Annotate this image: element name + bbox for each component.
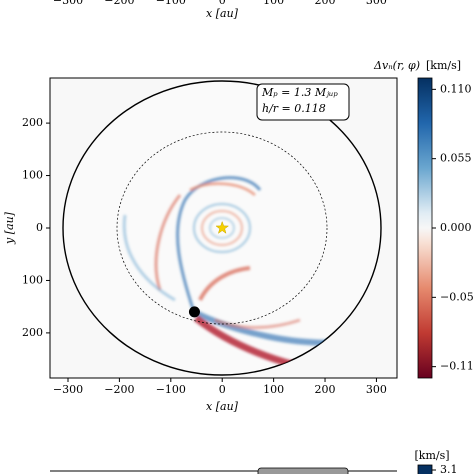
colorbar-label: Δvₙ(r, φ) (373, 59, 420, 72)
y-tick-label: 100 (22, 273, 43, 286)
star (215, 220, 230, 234)
x-tick-label: −100 (156, 383, 186, 396)
x-tick-label: 0 (219, 0, 226, 7)
colorbar (417, 464, 433, 474)
annotation-text: Mₚ = 1.3 Mⱼᵤₚ (261, 86, 338, 99)
colorbar (417, 77, 433, 379)
x-tick-label: −200 (104, 383, 134, 396)
colorbar-tick-label: 0.110 (440, 82, 472, 95)
colorbar-tick-label: 0.000 (440, 221, 472, 234)
y-tick-label: 200 (22, 116, 43, 129)
y-tick-label: 200 (22, 326, 43, 339)
x-tick-label: 200 (315, 383, 336, 396)
colorbar-tick-label: −0.055 (440, 290, 474, 303)
x-tick-label: 100 (263, 383, 284, 396)
x-tick-label: −300 (53, 0, 83, 7)
x-tick-label: −100 (156, 0, 186, 7)
colorbar-tick-label: −0.110 (440, 360, 474, 373)
colorbar-tick-label: 3.1 (440, 463, 458, 474)
annotation-box (257, 467, 349, 474)
colorbar-tick-label: 0.055 (440, 152, 472, 165)
x-tick-label: 300 (366, 383, 387, 396)
orbit (116, 131, 328, 325)
x-tick-label: −300 (53, 383, 83, 396)
annotation-box (256, 83, 350, 121)
x-tick-label: −200 (104, 0, 134, 7)
x-tick-label: 200 (315, 0, 336, 7)
y-axis-label: y [au] (3, 211, 16, 245)
planet (188, 306, 200, 318)
y-tick-label: 0 (36, 221, 43, 234)
x-axis-label: x [au] (206, 400, 239, 413)
x-tick-label: 100 (263, 0, 284, 7)
colorbar-unit: [km/s] (414, 449, 449, 462)
y-tick-label: 100 (22, 169, 43, 182)
annotation-text: h/r = 0.118 (262, 102, 326, 115)
x-tick-label: 0 (219, 383, 226, 396)
x-axis-label: x [au] (206, 7, 239, 20)
colorbar-unit: [km/s] (426, 59, 461, 72)
x-tick-label: 300 (366, 0, 387, 7)
